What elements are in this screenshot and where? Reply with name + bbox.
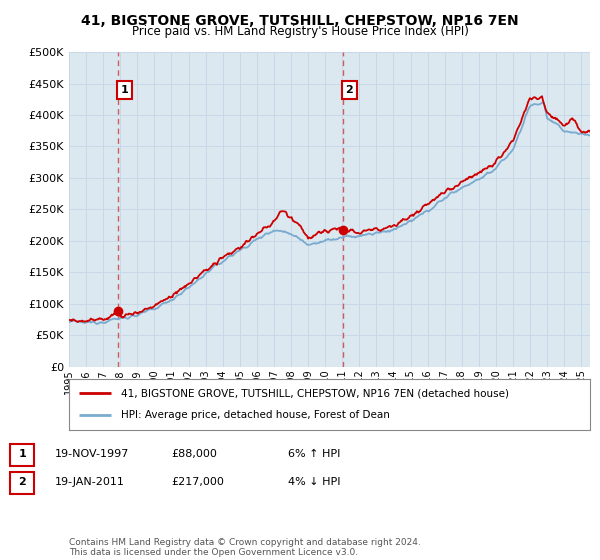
Text: 41, BIGSTONE GROVE, TUTSHILL, CHEPSTOW, NP16 7EN (detached house): 41, BIGSTONE GROVE, TUTSHILL, CHEPSTOW, …	[121, 388, 509, 398]
Text: 19-NOV-1997: 19-NOV-1997	[55, 449, 130, 459]
Text: 4% ↓ HPI: 4% ↓ HPI	[288, 477, 341, 487]
Text: 2: 2	[346, 85, 353, 95]
Text: 19-JAN-2011: 19-JAN-2011	[55, 477, 125, 487]
Text: 2: 2	[19, 477, 26, 487]
Text: Price paid vs. HM Land Registry's House Price Index (HPI): Price paid vs. HM Land Registry's House …	[131, 25, 469, 38]
Text: £88,000: £88,000	[171, 449, 217, 459]
Text: Contains HM Land Registry data © Crown copyright and database right 2024.
This d: Contains HM Land Registry data © Crown c…	[69, 538, 421, 557]
Text: 1: 1	[121, 85, 128, 95]
Text: HPI: Average price, detached house, Forest of Dean: HPI: Average price, detached house, Fore…	[121, 410, 390, 421]
Text: 6% ↑ HPI: 6% ↑ HPI	[288, 449, 340, 459]
Text: 41, BIGSTONE GROVE, TUTSHILL, CHEPSTOW, NP16 7EN: 41, BIGSTONE GROVE, TUTSHILL, CHEPSTOW, …	[81, 14, 519, 28]
Text: £217,000: £217,000	[171, 477, 224, 487]
Text: 1: 1	[19, 449, 26, 459]
